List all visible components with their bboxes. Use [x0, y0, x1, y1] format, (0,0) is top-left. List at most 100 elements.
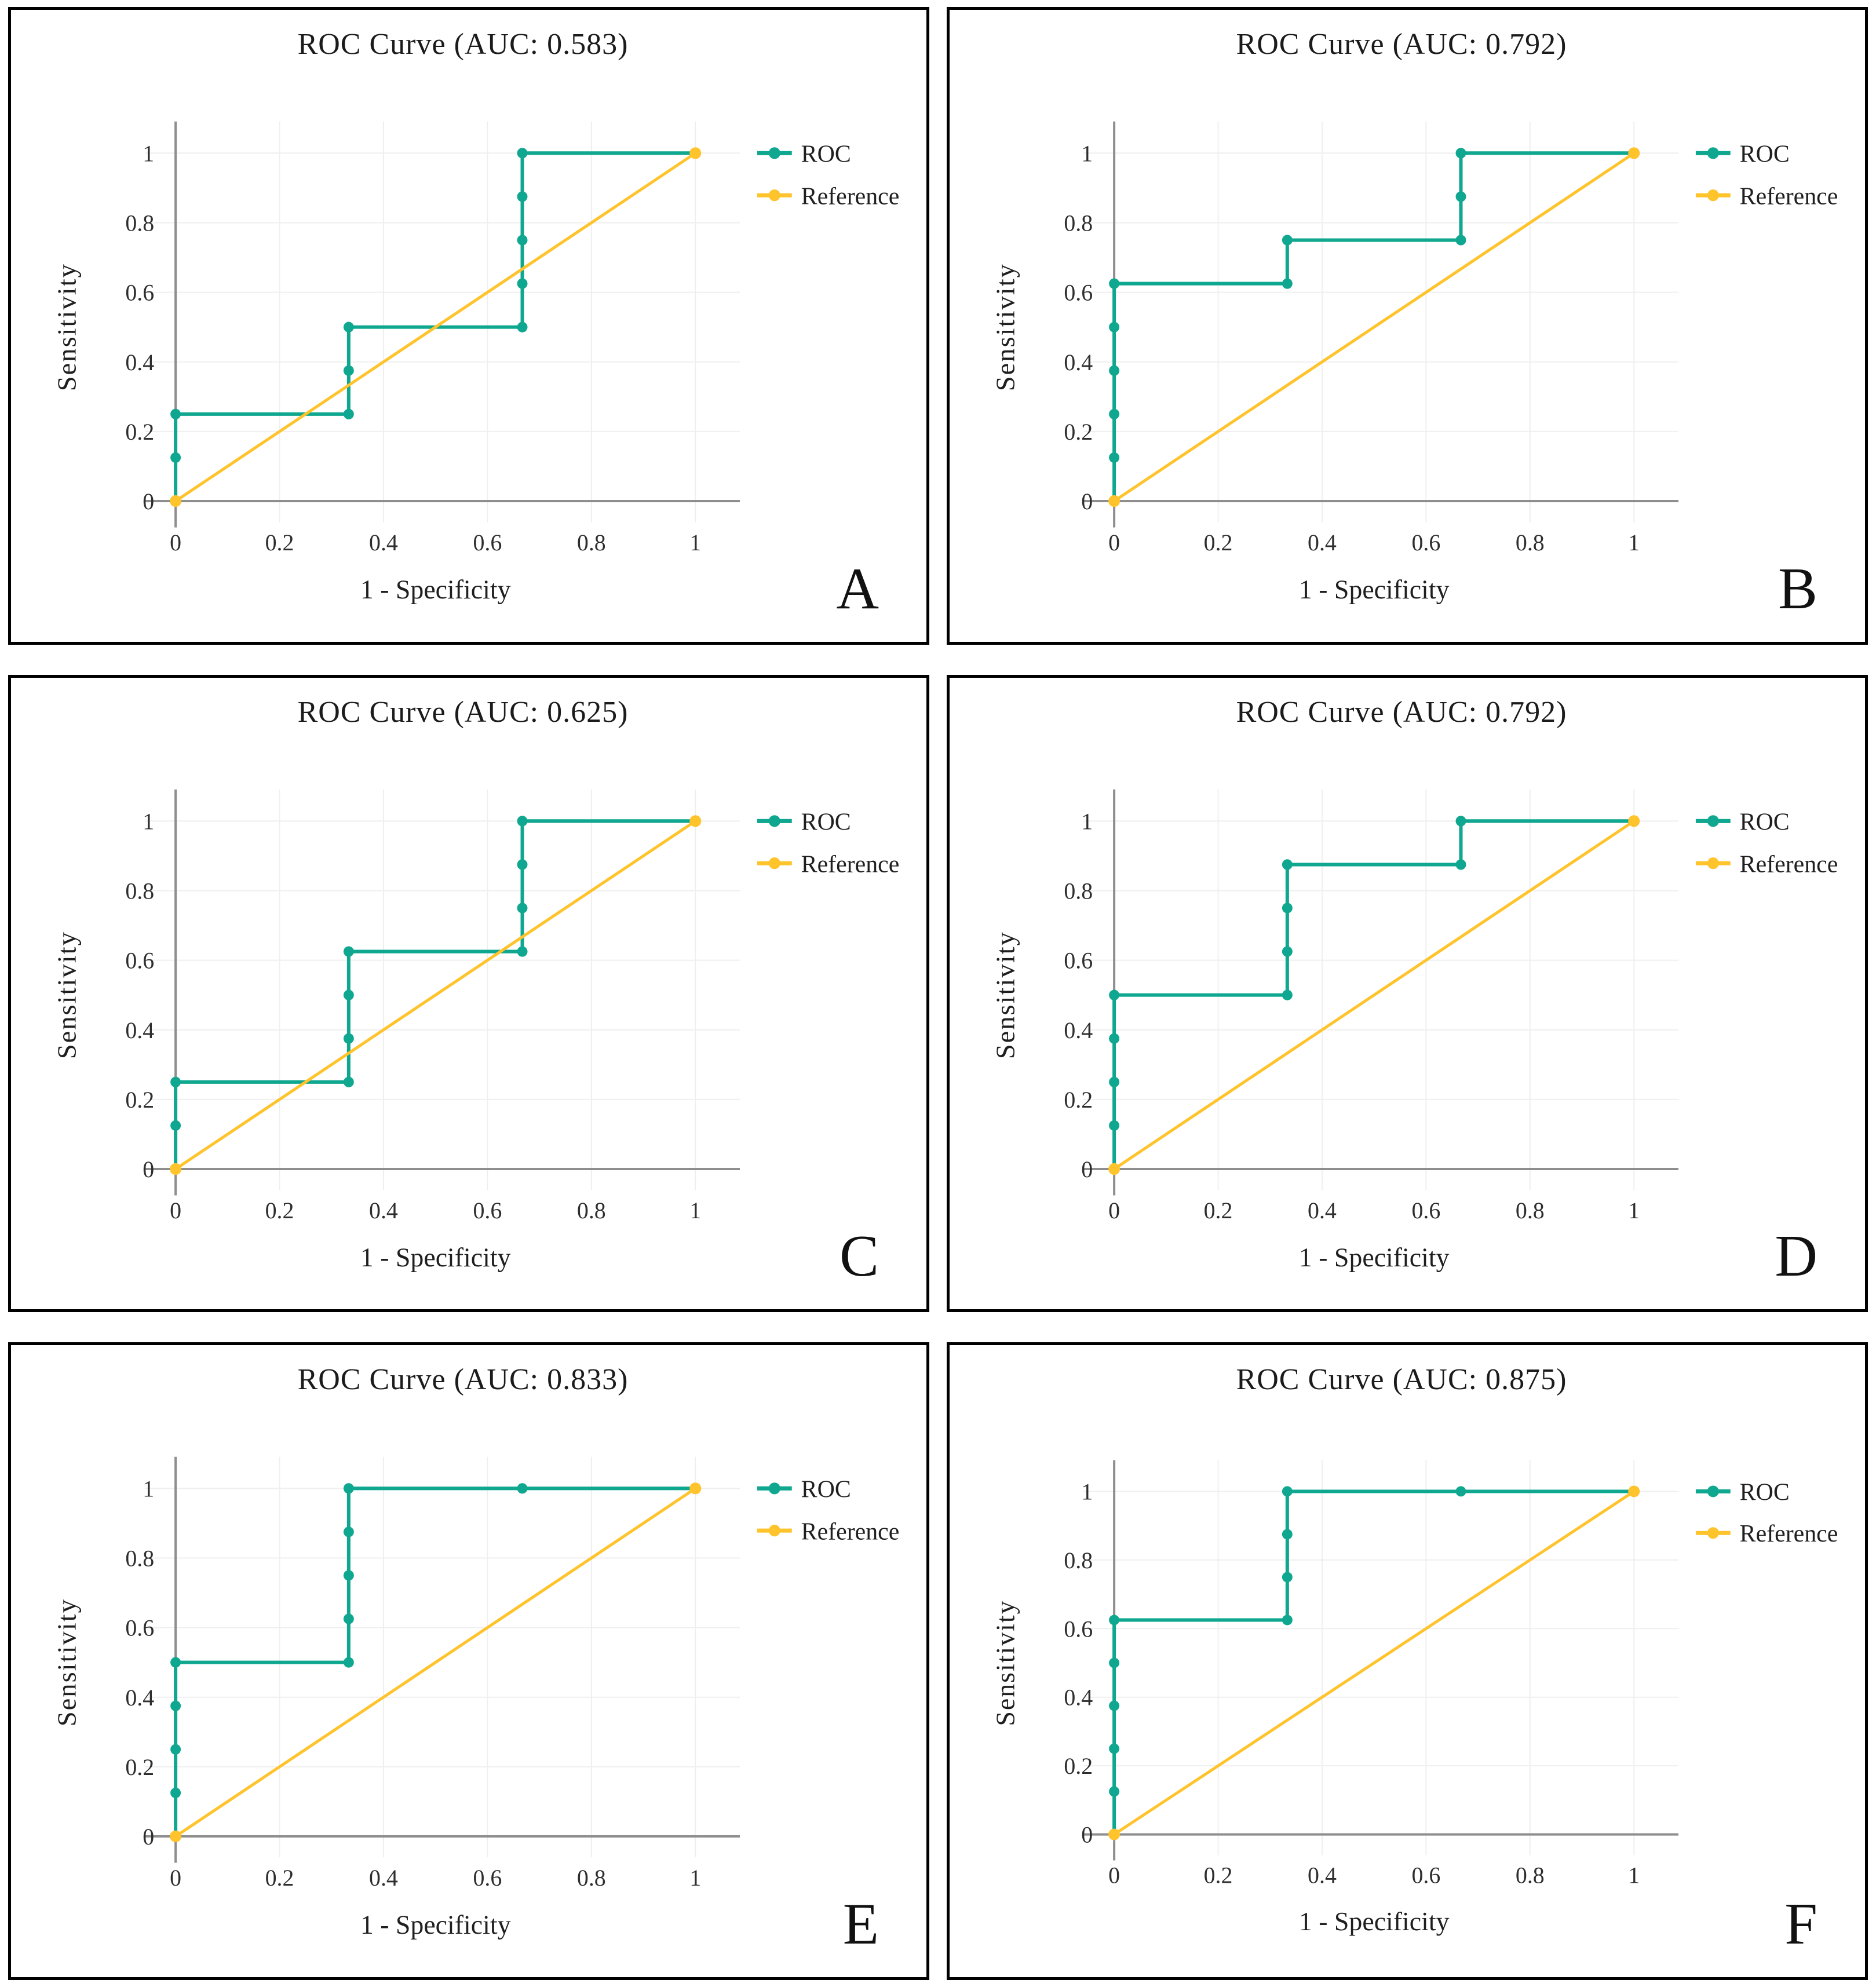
x-tick-label: 0 [1108, 1862, 1120, 1889]
y-axis-label: Sensitivity [991, 1600, 1020, 1726]
roc-curve [1112, 151, 1636, 503]
y-tick-label: 0.6 [125, 1615, 154, 1641]
chart-title: ROC Curve (AUC: 0.792) [1236, 28, 1567, 61]
y-tick-label: 0.4 [1064, 1685, 1093, 1711]
roc-point [1109, 365, 1120, 376]
roc-point [517, 946, 528, 957]
legend-roc-marker [768, 814, 780, 827]
roc-point [1109, 1033, 1120, 1044]
roc-point [1109, 278, 1120, 289]
y-tick-label: 0.6 [1064, 1616, 1093, 1642]
y-tick-label: 0.2 [125, 1086, 154, 1112]
reference-point [1628, 1485, 1640, 1497]
x-tick-label: 0.2 [1204, 1197, 1233, 1223]
roc-point [343, 1076, 354, 1087]
x-axis-label: 1 - Specificity [1299, 575, 1450, 604]
reference-point [689, 147, 702, 159]
y-tick-label: 1 [143, 808, 154, 834]
roc-curve [1112, 819, 1636, 1171]
chart-title: ROC Curve (AUC: 0.625) [297, 695, 629, 729]
roc-panel-c: ROC Curve (AUC: 0.625) 0 0.2 0.4 0.6 0.8 1 0 0.… [8, 674, 929, 1313]
y-tick-label: 0.8 [125, 210, 154, 236]
x-tick-label: 0.2 [1204, 1862, 1233, 1889]
y-tick-label: 0.6 [1064, 947, 1093, 973]
y-axis-label: Sensitivity [52, 1598, 82, 1726]
roc-point [1109, 1657, 1120, 1668]
y-tick-label: 0.4 [1064, 349, 1093, 375]
chart-title: ROC Curve (AUC: 0.583) [297, 28, 629, 61]
reference-point [1108, 495, 1121, 507]
y-tick-label: 1 [1081, 808, 1093, 834]
roc-curve [174, 1486, 698, 1839]
chart-title: ROC Curve (AUC: 0.833) [297, 1363, 629, 1397]
y-tick-label: 0 [1081, 488, 1093, 514]
y-tick-label: 0.8 [125, 878, 154, 904]
roc-point [1455, 191, 1466, 202]
roc-curve [174, 819, 698, 1171]
reference-point [689, 814, 702, 827]
x-tick-label: 1 [1628, 529, 1640, 556]
roc-point [343, 1657, 354, 1668]
y-tick-label: 1 [143, 140, 154, 166]
legend-reference-marker [768, 857, 780, 869]
y-tick-label: 1 [1081, 140, 1093, 166]
legend-roc-label: ROC [801, 808, 851, 835]
x-tick-label: 0.4 [369, 1197, 398, 1223]
legend-reference-label: Reference [1740, 1521, 1838, 1548]
y-tick-label: 1 [1081, 1479, 1093, 1505]
roc-point [170, 1657, 181, 1668]
legend-reference-label: Reference [801, 850, 900, 878]
roc-point [343, 1483, 354, 1494]
roc-point [343, 946, 354, 957]
roc-point [343, 1526, 354, 1537]
reference-line [1113, 819, 1635, 1170]
roc-plot: 0 0.2 0.4 0.6 0.8 1 0 0.2 0.4 0.6 0.8 1 1 - Specific… [52, 789, 900, 1272]
y-tick-label: 0.6 [1064, 279, 1093, 305]
legend-roc-marker [1707, 1485, 1719, 1497]
reference-point [1108, 1828, 1121, 1840]
legend-reference-marker [1707, 857, 1719, 869]
roc-point [1282, 989, 1293, 1000]
roc-point [1282, 1615, 1293, 1626]
y-tick-label: 0 [1081, 1156, 1093, 1182]
x-tick-label: 0.8 [577, 1197, 606, 1223]
panel-letter: C [839, 1223, 879, 1290]
roc-point [1282, 903, 1293, 914]
legend-roc-marker [768, 1482, 780, 1495]
legend-roc-label: ROC [801, 1476, 851, 1503]
x-tick-label: 1 [689, 1197, 701, 1223]
y-tick-label: 0 [143, 1824, 154, 1850]
roc-point [517, 148, 528, 159]
y-tick-label: 0.8 [1064, 1547, 1093, 1573]
roc-point [343, 1570, 354, 1581]
y-tick-label: 0.4 [1064, 1017, 1093, 1043]
roc-point [1109, 1615, 1120, 1626]
roc-point [1109, 1120, 1120, 1131]
roc-point [170, 1744, 181, 1755]
roc-point [1282, 946, 1293, 957]
x-tick-label: 0.6 [1411, 1197, 1440, 1223]
roc-point [1109, 1743, 1120, 1754]
panel-letter: D [1775, 1223, 1817, 1290]
legend-reference-marker [768, 189, 780, 202]
x-tick-label: 0.4 [1308, 1197, 1337, 1223]
legend-reference-marker [1707, 1527, 1719, 1539]
y-tick-label: 0.6 [125, 279, 154, 305]
legend-roc-label: ROC [1740, 808, 1790, 835]
roc-plot: 0 0.2 0.4 0.6 0.8 1 0 0.2 0.4 0.6 0.8 1 1 - Specific… [52, 121, 899, 604]
y-tick-label: 0.2 [125, 419, 154, 445]
roc-point [517, 903, 528, 914]
y-tick-label: 0 [143, 488, 154, 514]
x-tick-label: 0.8 [1516, 1197, 1545, 1223]
roc-point [1109, 408, 1120, 419]
x-tick-label: 0.4 [369, 529, 398, 556]
x-tick-label: 0 [1108, 529, 1120, 556]
x-tick-label: 0.4 [1308, 1862, 1337, 1889]
x-tick-label: 1 [689, 1865, 701, 1891]
x-axis-label: 1 - Specificity [1299, 1906, 1450, 1936]
legend-roc-marker [1707, 814, 1719, 827]
roc-point [517, 859, 528, 870]
x-tick-label: 0.6 [473, 529, 502, 556]
roc-plot: 0 0.2 0.4 0.6 0.8 1 0 0.2 0.4 0.6 0.8 1 1 - Specific… [991, 1460, 1838, 1936]
